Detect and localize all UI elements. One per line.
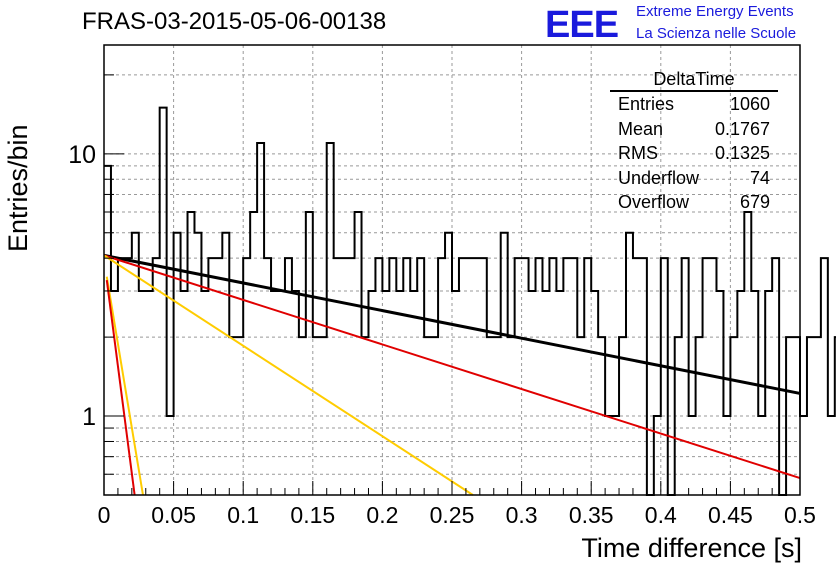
x-tick-label: 0.45 (708, 502, 753, 528)
eee-logo: EEE (545, 4, 619, 46)
x-tick-label: 0.25 (430, 502, 475, 528)
stats-label: RMS (618, 143, 658, 163)
stats-row-overflow: Overflow 679 (610, 190, 778, 215)
fit-line (103, 254, 801, 480)
stats-value: 0.1325 (714, 143, 770, 163)
stats-box: DeltaTime Entries 1060 Mean 0.1767 RMS 0… (610, 68, 778, 215)
tick-labels-layer: 0 0.05 0.1 0.15 0.2 0.25 0.3 0.35 0.4 0.45 0.5 1 10 (68, 141, 816, 528)
x-tick-label: 0.2 (366, 502, 398, 528)
logo-line-2: La Scienza nelle Scuole (636, 25, 797, 42)
y-tick-label: 1 (82, 403, 96, 431)
stats-row-rms: RMS 0.1325 (610, 141, 778, 166)
stats-row-underflow: Underflow 74 (610, 166, 778, 191)
stats-label: Mean (618, 118, 664, 139)
stats-label: Underflow (618, 167, 700, 188)
stats-title: DeltaTime (610, 68, 778, 92)
fit-line (105, 279, 136, 496)
x-tick-label: 0.3 (506, 502, 538, 528)
x-tick-label: 0 (98, 502, 111, 528)
y-tick-label: 10 (68, 141, 96, 169)
fit-line (105, 276, 144, 496)
x-tick-label: 0.1 (227, 502, 259, 528)
stats-value: 1060 (729, 94, 770, 114)
chart-title: FRAS-03-2015-05-06-00138 (82, 8, 387, 35)
x-tick-label: 0.05 (151, 502, 196, 528)
fit-lines-layer (103, 253, 801, 496)
logo-line-1: Extreme Energy Events (636, 3, 794, 20)
x-tick-label: 0.4 (645, 502, 677, 528)
stats-label: Entries (618, 94, 675, 114)
x-tick-label: 0.35 (569, 502, 614, 528)
fit-line (103, 254, 474, 496)
fit-line (103, 253, 801, 395)
stats-row-entries: Entries 1060 (610, 92, 778, 117)
x-tick-label: 0.5 (784, 502, 816, 528)
x-tick-label: 0.15 (290, 502, 335, 528)
stats-value: 0.1767 (714, 118, 770, 139)
x-axis-label: Time difference [s] (581, 533, 802, 563)
stats-value: 679 (739, 192, 770, 212)
ticks-layer (103, 74, 801, 496)
y-axis-label: Entries/bin (3, 124, 33, 252)
stats-row-mean: Mean 0.1767 (610, 117, 778, 142)
stats-label: Overflow (618, 192, 690, 212)
stats-value: 74 (749, 167, 770, 188)
